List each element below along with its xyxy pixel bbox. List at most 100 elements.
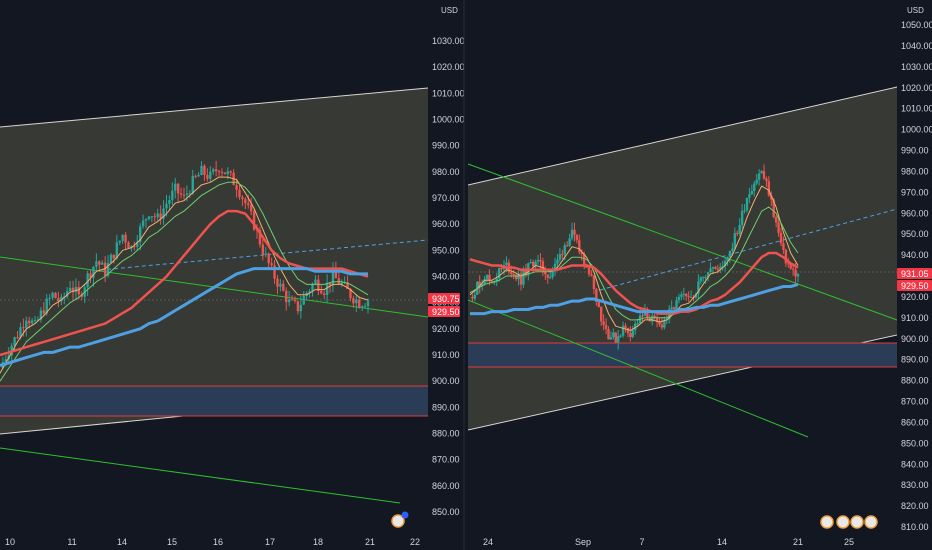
candle-body bbox=[702, 277, 705, 279]
x-tick-label: 14 bbox=[117, 537, 127, 547]
candle-body bbox=[4, 359, 8, 363]
right-demand-zone[interactable] bbox=[468, 343, 897, 367]
candle-body bbox=[740, 210, 744, 225]
right-lower-green-trendline[interactable] bbox=[467, 299, 809, 438]
x-tick-label: 10 bbox=[5, 537, 15, 547]
left-currency-label[interactable]: USD bbox=[441, 6, 458, 15]
candle-body bbox=[505, 262, 508, 266]
candle-body bbox=[655, 317, 659, 322]
candle-body bbox=[229, 171, 232, 173]
candle-body bbox=[197, 174, 200, 177]
right-price-label-bg-2 bbox=[897, 280, 932, 291]
candle-body bbox=[595, 288, 598, 302]
candle-body bbox=[757, 173, 761, 180]
candle-body bbox=[206, 175, 209, 179]
right-time-axis[interactable]: 24 Sep 7 14 21 25 bbox=[483, 537, 854, 547]
candle-body bbox=[162, 208, 165, 219]
left-channel-upper-edge[interactable] bbox=[0, 87, 429, 128]
candle-body bbox=[471, 296, 474, 299]
x-tick-label: Sep bbox=[575, 537, 591, 547]
y-tick-label: 950.00 bbox=[901, 229, 929, 239]
candle-body bbox=[33, 319, 37, 321]
candle-body bbox=[28, 320, 31, 324]
candle-body bbox=[493, 281, 496, 284]
candle-body bbox=[646, 309, 649, 318]
flag-icon[interactable] bbox=[391, 514, 405, 528]
y-tick-label: 920.00 bbox=[901, 292, 929, 302]
candle-body bbox=[546, 274, 549, 278]
y-tick-label: 1040.00 bbox=[901, 41, 932, 51]
y-tick-label: 1000.00 bbox=[432, 115, 465, 125]
candle-body bbox=[340, 282, 343, 285]
flag-icon[interactable] bbox=[864, 515, 878, 529]
candle-body bbox=[45, 298, 48, 314]
candle-body bbox=[556, 259, 559, 264]
candle-body bbox=[791, 268, 795, 270]
candle-body bbox=[322, 293, 326, 295]
right-channel-upper-edge[interactable] bbox=[467, 86, 898, 186]
candle-body bbox=[358, 299, 361, 309]
candle-body bbox=[619, 335, 622, 337]
candle-body bbox=[607, 328, 610, 340]
sma-long-line[interactable] bbox=[470, 282, 799, 316]
left-time-axis[interactable]: 10 11 14 15 16 17 18 21 22 bbox=[5, 537, 420, 547]
left-event-badges[interactable] bbox=[391, 511, 409, 528]
candle-body bbox=[685, 293, 688, 297]
candle-body bbox=[360, 306, 364, 309]
candle-body bbox=[714, 267, 717, 269]
flag-icon[interactable] bbox=[820, 515, 834, 529]
candle-body bbox=[200, 165, 203, 175]
candle-body bbox=[98, 261, 101, 265]
y-tick-label: 910.00 bbox=[432, 350, 460, 360]
ema-mid-line[interactable] bbox=[469, 206, 799, 321]
right-chart-panel[interactable] bbox=[467, 86, 898, 438]
candle-body bbox=[531, 262, 535, 267]
left-chart-panel[interactable] bbox=[0, 87, 429, 504]
candle-body bbox=[252, 211, 256, 230]
candle-body bbox=[617, 336, 620, 343]
y-tick-label: 890.00 bbox=[901, 355, 929, 365]
left-lower-green-trendline[interactable] bbox=[0, 447, 401, 504]
candle-body bbox=[672, 307, 676, 310]
right-green-trendline[interactable] bbox=[467, 163, 898, 321]
candle-body bbox=[784, 249, 788, 264]
right-price-label-1: 931.05 bbox=[901, 269, 929, 279]
x-tick-label: 16 bbox=[213, 537, 223, 547]
candle-body bbox=[706, 272, 710, 278]
left-price-label-2: 929.50 bbox=[432, 307, 460, 317]
candle-body bbox=[285, 290, 288, 303]
candle-body bbox=[716, 268, 720, 270]
sma-long-line[interactable] bbox=[0, 267, 368, 367]
candle-body bbox=[473, 294, 477, 299]
candle-body bbox=[106, 263, 110, 276]
candle-body bbox=[176, 183, 180, 194]
candle-body bbox=[220, 172, 224, 174]
candle-body bbox=[290, 299, 294, 301]
right-event-badges[interactable] bbox=[820, 515, 878, 529]
candle-body bbox=[258, 229, 262, 245]
ema-slow-line[interactable] bbox=[469, 251, 799, 315]
right-currency-label[interactable]: USD bbox=[907, 6, 924, 15]
candle-body bbox=[497, 268, 501, 279]
candle-body bbox=[536, 259, 540, 262]
ema-fast-line[interactable] bbox=[0, 176, 369, 374]
candle-body bbox=[121, 234, 124, 241]
ema-fast-line[interactable] bbox=[469, 185, 799, 331]
candle-body bbox=[738, 224, 741, 234]
candle-body bbox=[191, 175, 194, 194]
flag-icon[interactable] bbox=[850, 515, 864, 529]
ema-mid-line[interactable] bbox=[0, 181, 369, 382]
candle-body bbox=[127, 242, 130, 249]
candle-body bbox=[723, 260, 727, 267]
flag-icon[interactable] bbox=[836, 515, 850, 529]
candle-body bbox=[293, 299, 297, 302]
candle-body bbox=[580, 252, 583, 255]
candle-body bbox=[558, 254, 562, 260]
y-tick-label: 960.00 bbox=[432, 219, 460, 229]
candle-body bbox=[565, 245, 569, 247]
candle-body bbox=[774, 216, 778, 223]
left-demand-zone[interactable] bbox=[0, 386, 428, 416]
right-moving-averages bbox=[469, 185, 799, 331]
candle-body bbox=[488, 274, 491, 281]
candle-body bbox=[141, 220, 145, 227]
